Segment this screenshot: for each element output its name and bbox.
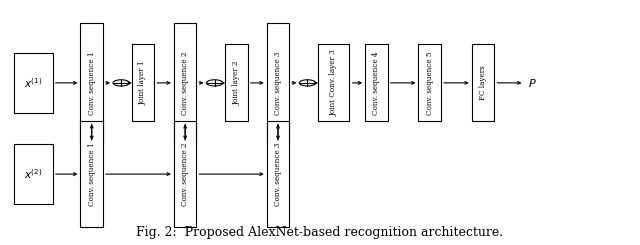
Bar: [267, 121, 289, 227]
Bar: [132, 45, 154, 121]
Bar: [81, 121, 103, 227]
Text: Conv. sequence 2: Conv. sequence 2: [181, 51, 189, 115]
Text: FC layers: FC layers: [479, 65, 487, 100]
Text: Joint layer 2: Joint layer 2: [232, 61, 241, 105]
Text: Conv. sequence 3: Conv. sequence 3: [274, 142, 282, 206]
Text: Conv. sequence 1: Conv. sequence 1: [88, 51, 96, 115]
Text: $x^{(1)}$: $x^{(1)}$: [24, 76, 43, 90]
Text: Joint layer 1: Joint layer 1: [139, 61, 147, 105]
Text: $P$: $P$: [527, 77, 536, 89]
Bar: [472, 45, 494, 121]
Text: Conv. sequence 4: Conv. sequence 4: [372, 51, 380, 115]
Text: Conv. sequence 3: Conv. sequence 3: [274, 51, 282, 115]
Bar: [365, 45, 388, 121]
Text: Conv. sequence 5: Conv. sequence 5: [426, 51, 434, 115]
Text: Joint Conv. layer 3: Joint Conv. layer 3: [330, 49, 338, 116]
Bar: [419, 45, 441, 121]
Text: Conv. sequence 1: Conv. sequence 1: [88, 142, 96, 206]
Bar: [267, 23, 289, 143]
Bar: [14, 53, 53, 113]
Bar: [318, 45, 349, 121]
Bar: [225, 45, 248, 121]
Text: Conv. sequence 2: Conv. sequence 2: [181, 142, 189, 206]
Text: $x^{(2)}$: $x^{(2)}$: [24, 167, 43, 181]
Bar: [174, 121, 196, 227]
Bar: [14, 144, 53, 204]
Bar: [174, 23, 196, 143]
Bar: [81, 23, 103, 143]
Text: Fig. 2:  Proposed AlexNet-based recognition architecture.: Fig. 2: Proposed AlexNet-based recogniti…: [136, 226, 504, 239]
